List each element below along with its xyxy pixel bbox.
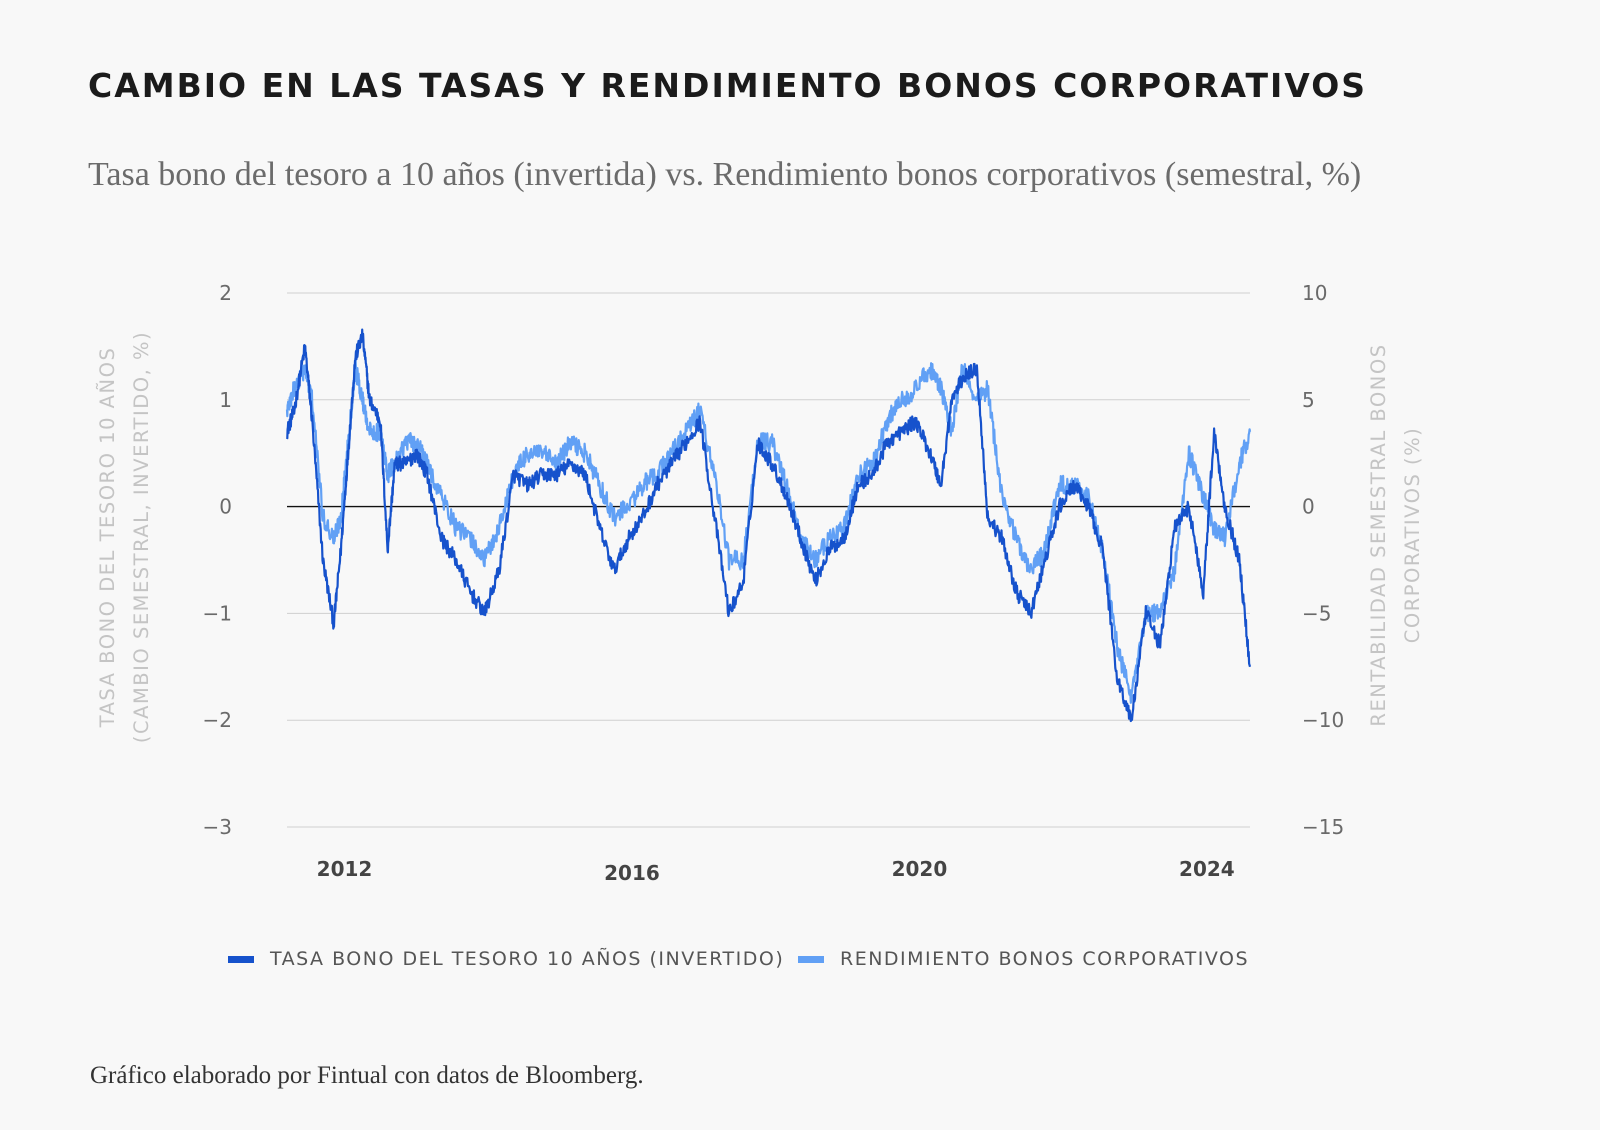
right-y-ticks: 10 5 0 −5 −10 −15	[1302, 281, 1344, 839]
right-y-tick-label-4: −10	[1302, 708, 1344, 732]
legend-label-corporate: RENDIMIENTO BONOS CORPORATIVOS	[840, 948, 1250, 970]
right-y-tick-label-3: −5	[1302, 601, 1331, 625]
x-tick-label-2012: 2012	[317, 857, 373, 881]
series-lines	[285, 328, 1252, 723]
grid-lines	[287, 292, 1250, 828]
left-y-tick-label-1: 1	[219, 388, 232, 412]
right-y-axis-title-line2: CORPORATIVOS (%)	[1401, 427, 1424, 644]
right-y-tick-label-5: −15	[1302, 815, 1344, 839]
chart-subtitle: Tasa bono del tesoro a 10 años (invertid…	[88, 156, 1362, 193]
chart-title: CAMBIO EN LAS TASAS Y RENDIMIENTO BONOS …	[88, 66, 1368, 105]
legend-swatch-treasury	[228, 955, 254, 963]
right-y-tick-label-0: 10	[1302, 281, 1327, 305]
left-y-axis-title-line2: (CAMBIO SEMESTRAL, INVERTIDO, %)	[130, 331, 153, 743]
series-line-treasury	[285, 328, 1252, 723]
x-tick-label-2020: 2020	[892, 857, 948, 881]
left-y-ticks: 2 1 0 −1 −2 −3	[203, 281, 232, 839]
left-y-axis-title-line1: TASA BONO DEL TESORO 10 AÑOS	[96, 347, 119, 729]
left-y-tick-label-5: −3	[203, 815, 232, 839]
left-y-tick-label-3: −1	[203, 601, 232, 625]
left-y-tick-label-2: 0	[219, 495, 232, 519]
right-y-tick-label-1: 5	[1302, 388, 1315, 412]
right-y-tick-label-2: 0	[1302, 495, 1315, 519]
x-ticks: 2012 2016 2020 2024	[317, 857, 1235, 885]
source-note: Gráfico elaborado por Fintual con datos …	[90, 1062, 644, 1089]
legend-item-corporate: RENDIMIENTO BONOS CORPORATIVOS	[798, 948, 1249, 970]
x-tick-label-2024: 2024	[1179, 857, 1235, 881]
left-y-tick-label-0: 2	[219, 281, 232, 305]
legend-swatch-corporate	[798, 955, 824, 963]
x-tick-label-2016: 2016	[604, 861, 660, 885]
left-y-tick-label-4: −2	[203, 708, 232, 732]
legend-item-treasury: TASA BONO DEL TESORO 10 AÑOS (INVERTIDO)	[228, 948, 784, 970]
legend-label-treasury: TASA BONO DEL TESORO 10 AÑOS (INVERTIDO)	[270, 948, 785, 970]
series-line-corporate	[285, 358, 1252, 704]
right-y-axis-title-line1: RENTABILIDAD SEMESTRAL BONOS	[1367, 343, 1390, 726]
